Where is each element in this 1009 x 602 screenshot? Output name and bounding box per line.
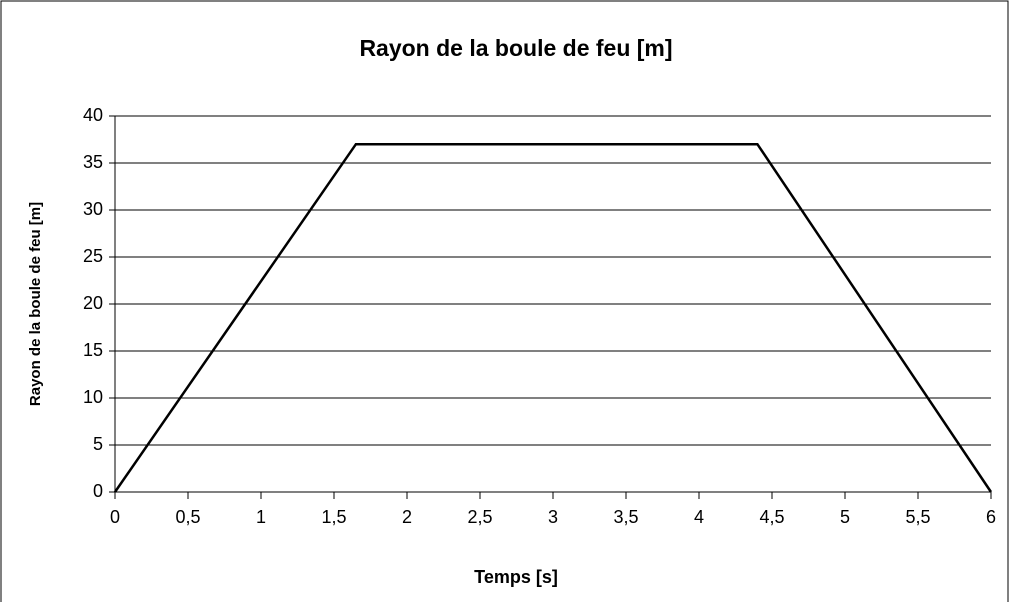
x-tick-label: 6 [986, 507, 996, 527]
y-tick-label: 20 [83, 293, 103, 313]
y-tick-label: 5 [93, 434, 103, 454]
x-tick-label: 4 [694, 507, 704, 527]
y-tick-label: 0 [93, 481, 103, 501]
x-tick-label: 4,5 [759, 507, 784, 527]
y-tick-label: 10 [83, 387, 103, 407]
y-tick-label: 25 [83, 246, 103, 266]
y-tick-label: 40 [83, 105, 103, 125]
line-series [113, 142, 993, 493]
y-tick-label: 35 [83, 152, 103, 172]
x-tick-label: 3 [548, 507, 558, 527]
x-tick-label: 1 [256, 507, 266, 527]
y-axis-label: Rayon de la boule de feu [m] [27, 202, 44, 406]
x-tick-label: 2 [402, 507, 412, 527]
x-tick-label: 2,5 [467, 507, 492, 527]
x-tick-label: 1,5 [321, 507, 346, 527]
y-tick-label: 30 [83, 199, 103, 219]
x-tick-label: 0,5 [175, 507, 200, 527]
chart-title: Rayon de la boule de feu [m] [359, 35, 672, 61]
x-tick-label: 3,5 [613, 507, 638, 527]
x-tick-label: 5 [840, 507, 850, 527]
y-tick-label: 15 [83, 340, 103, 360]
x-tick-label: 0 [110, 507, 120, 527]
x-tick-label: 5,5 [905, 507, 930, 527]
x-axis-label: Temps [s] [474, 567, 558, 587]
